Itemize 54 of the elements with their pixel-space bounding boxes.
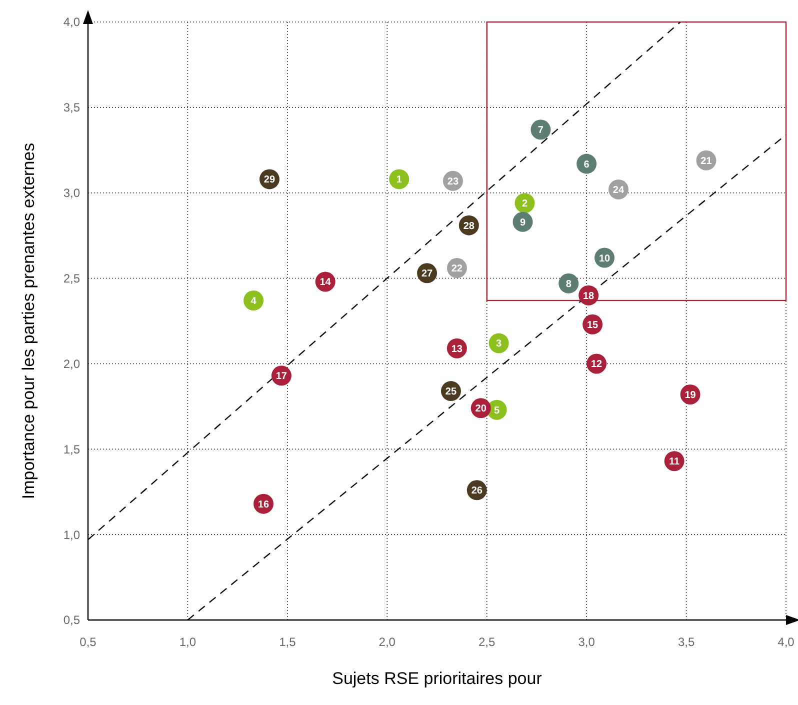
annotation: 11	[669, 456, 680, 468]
y-tick-label: 1,0	[63, 528, 80, 542]
annotation: 29	[264, 174, 276, 186]
annotation: 15	[586, 320, 599, 331]
annotation: 27	[421, 268, 434, 280]
annotation: 19	[684, 390, 696, 401]
x-tick-label: 3,0	[578, 635, 596, 649]
annotation: 12	[590, 359, 603, 370]
x-tick-label: 2,0	[378, 635, 396, 649]
annotation: 14	[320, 277, 332, 288]
annotation: 6	[584, 159, 590, 170]
annotation: 8	[566, 278, 572, 290]
annotation: 21	[700, 156, 712, 167]
annotation: 9	[520, 217, 526, 228]
point	[389, 169, 410, 190]
annotation: 7	[538, 125, 544, 136]
annotation: 20	[475, 404, 487, 415]
x-axis-title: Sujets RSE prioritaires pour	[332, 669, 542, 688]
y-tick-label: 3,5	[63, 100, 80, 115]
annotation: 13	[451, 344, 463, 355]
x-tick-label: 4,0	[778, 635, 795, 649]
point	[244, 290, 264, 310]
annotation: 26	[471, 486, 483, 497]
annotation: 1	[396, 174, 402, 186]
annotation: 17	[276, 371, 288, 382]
x-tick-label: 1,0	[179, 635, 196, 649]
y-tick-label: 0,5	[63, 613, 80, 628]
annotation: 5	[494, 405, 500, 416]
annotation: 25	[445, 386, 457, 398]
annotation: 24	[612, 184, 624, 196]
point	[514, 193, 535, 214]
x-tick-label: 3,5	[678, 635, 695, 649]
x-tick-label: 2,5	[478, 635, 496, 649]
annotation: 10	[598, 253, 611, 264]
y-tick-label: 3,0	[63, 186, 80, 200]
y-tick-label: 4,0	[63, 15, 80, 30]
y-tick-label: 2,5	[63, 271, 80, 286]
y-tick-label: 2,0	[63, 356, 80, 371]
annotation: 22	[451, 264, 463, 275]
annotation: 18	[583, 290, 595, 302]
x-tick-label: 1,5	[279, 635, 296, 649]
y-tick-label: 1,5	[63, 442, 80, 456]
point	[576, 154, 597, 174]
annotation: 28	[463, 220, 475, 232]
y-axis-title: Importance pour les parties prenantes externes	[19, 142, 38, 500]
annotation: 23	[447, 176, 459, 188]
point	[488, 333, 509, 354]
annotation: 2	[522, 198, 528, 210]
annotation: 4	[250, 296, 257, 307]
point	[530, 120, 551, 140]
x-tick-label: 0,5	[80, 635, 97, 649]
point	[558, 273, 579, 294]
annotation: 16	[258, 499, 270, 510]
annotation: 3	[496, 338, 502, 350]
